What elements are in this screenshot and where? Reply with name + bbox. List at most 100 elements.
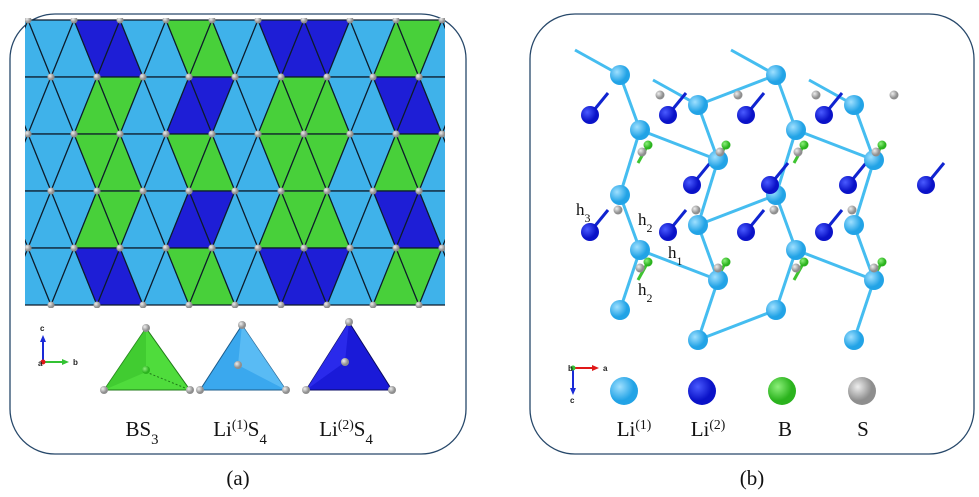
axis-label: c <box>40 324 45 333</box>
atom-s <box>716 148 725 157</box>
atom <box>393 245 400 252</box>
atom-s <box>794 148 803 157</box>
atom-li2 <box>659 223 677 241</box>
atom <box>2 74 9 81</box>
atom <box>25 17 32 24</box>
atom <box>2 74 9 81</box>
legend-sphere <box>610 377 638 405</box>
text-part: (2) <box>338 417 354 433</box>
atom-li2 <box>737 106 755 124</box>
atom <box>416 74 423 81</box>
atom <box>278 302 285 309</box>
axis-label: a <box>603 364 608 373</box>
atom <box>255 245 262 252</box>
axis-label: c <box>570 396 575 405</box>
atom-li1 <box>844 330 864 350</box>
text-part: (2) <box>709 417 725 433</box>
atom-li1 <box>766 300 786 320</box>
atom-li1 <box>786 120 806 140</box>
atom-s <box>870 264 879 273</box>
atom <box>186 302 193 309</box>
atom <box>278 188 285 195</box>
atom-s <box>734 91 743 100</box>
atom <box>94 74 101 81</box>
atom <box>209 245 216 252</box>
polyhedron-face <box>465 248 511 305</box>
legend-sphere <box>768 377 796 405</box>
panel-label: (b) <box>740 466 765 490</box>
atom-li2 <box>581 223 599 241</box>
legend-sphere <box>688 377 716 405</box>
atom-li1 <box>786 240 806 260</box>
atom-li2 <box>815 106 833 124</box>
text-part: 2 <box>647 221 653 235</box>
atom-li1 <box>630 120 650 140</box>
atom <box>71 245 78 252</box>
atom-li1 <box>610 185 630 205</box>
atom <box>370 188 377 195</box>
atom-li1 <box>864 270 884 290</box>
atom <box>48 188 55 195</box>
panel-label: (a) <box>226 466 249 490</box>
polyhedron-face <box>465 20 511 77</box>
atom <box>94 188 101 195</box>
atom-li2 <box>581 106 599 124</box>
atom <box>255 131 262 138</box>
axis-label: a <box>38 359 43 368</box>
atom <box>370 302 377 309</box>
atom-li2 <box>659 106 677 124</box>
text-part: Li <box>617 417 636 441</box>
atom <box>324 302 331 309</box>
atom-li1 <box>688 330 708 350</box>
atom-li2 <box>761 176 779 194</box>
text-part: S <box>857 417 869 441</box>
atom-li1 <box>766 65 786 85</box>
text-part: S <box>248 417 260 441</box>
atom-li2 <box>815 223 833 241</box>
atom-s <box>848 206 857 215</box>
atom <box>416 188 423 195</box>
atom-li2 <box>917 176 935 194</box>
atom <box>117 245 124 252</box>
atom-li2 <box>737 223 755 241</box>
axis-label: b <box>568 364 573 373</box>
atom <box>232 188 239 195</box>
atom <box>370 74 377 81</box>
text-part: 2 <box>647 291 653 305</box>
axis-label: b <box>73 358 78 367</box>
atom <box>25 131 32 138</box>
atom <box>301 131 308 138</box>
atom <box>2 188 9 195</box>
atom-b <box>878 258 887 267</box>
atom <box>48 302 55 309</box>
text-part: S <box>354 417 366 441</box>
text-part: Li <box>213 417 232 441</box>
atom-li1 <box>630 240 650 260</box>
atom <box>347 245 354 252</box>
polyhedron-face <box>465 134 511 191</box>
atom-s <box>812 91 821 100</box>
text-part: BS <box>125 417 151 441</box>
atom <box>209 131 216 138</box>
atom <box>278 74 285 81</box>
atom <box>301 245 308 252</box>
atom-s <box>636 264 645 273</box>
atom-s <box>692 206 701 215</box>
atom-b <box>800 141 809 150</box>
legend-sphere <box>848 377 876 405</box>
atom <box>94 302 101 309</box>
atom <box>48 74 55 81</box>
atom-s <box>890 91 899 100</box>
atom <box>117 131 124 138</box>
atom <box>439 245 446 252</box>
atom-b <box>800 258 809 267</box>
figure: c b a BS3 Li(1)S4 Li(2)S4 (a) b a c h3 h… <box>0 0 979 497</box>
atom <box>163 131 170 138</box>
atom-s <box>638 148 647 157</box>
atom-li2 <box>683 176 701 194</box>
text-part: 4 <box>259 432 267 448</box>
atom <box>393 131 400 138</box>
atom-li1 <box>844 215 864 235</box>
atom-li1 <box>708 270 728 290</box>
atom <box>186 74 193 81</box>
